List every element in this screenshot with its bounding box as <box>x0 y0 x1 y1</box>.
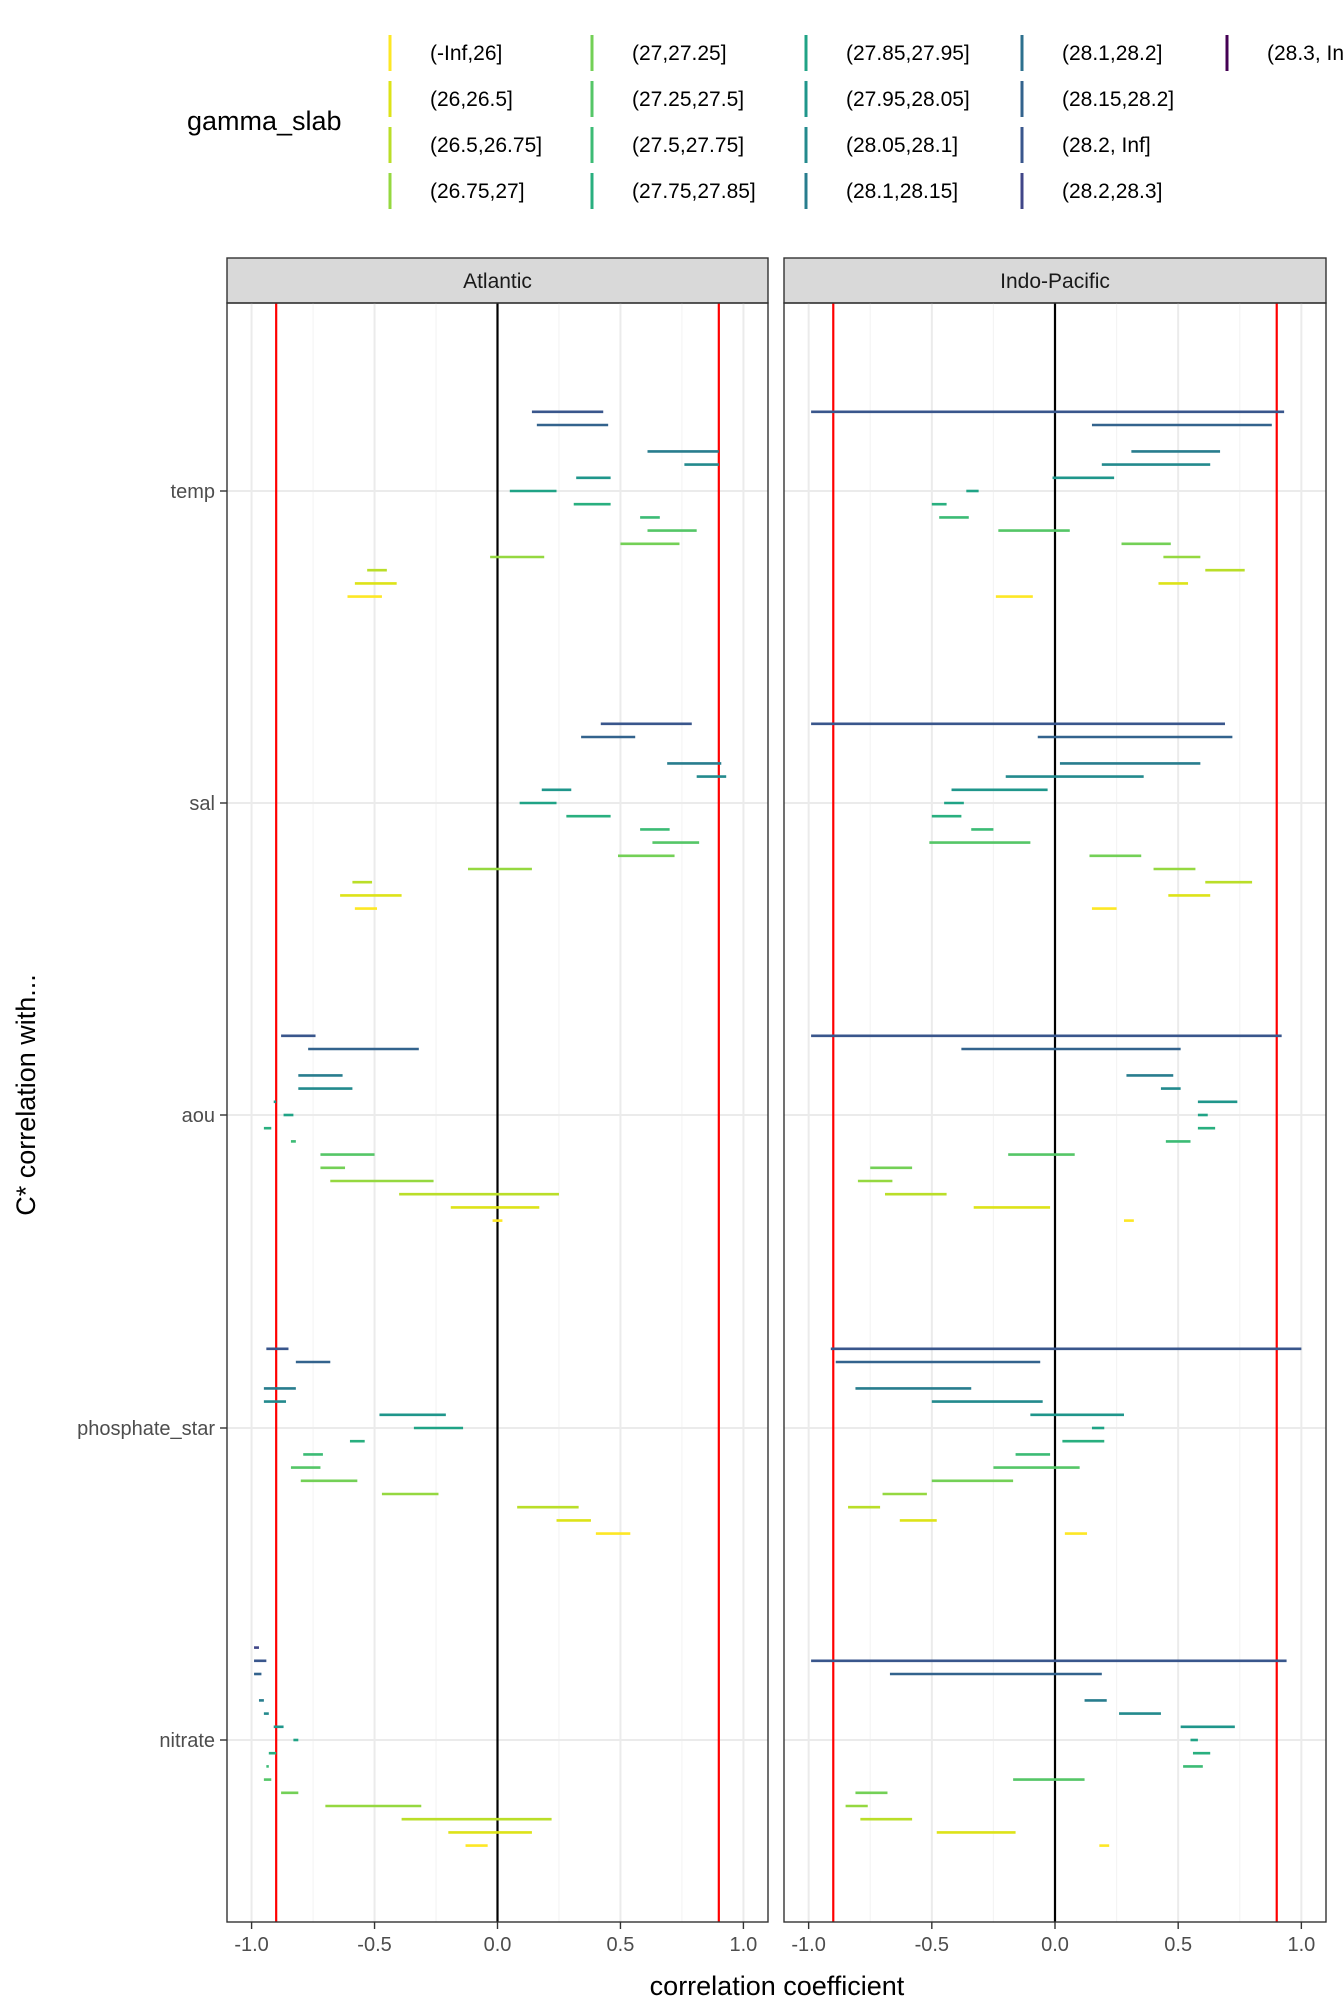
facet-strip <box>783 257 1327 304</box>
legend-label: (26.5,26.75] <box>430 134 542 157</box>
x-tick-label: 0.5 <box>607 1934 635 1956</box>
y-axis-title: C* correlation with... <box>11 974 41 1216</box>
legend-label: (-Inf,26] <box>430 42 502 65</box>
panel-atlantic: Atlantic -1.0 -0.5 0.0 0.5 1.0 temp sal aou phosp… <box>77 257 769 1956</box>
legend-label: (28.05,28.1] <box>846 134 958 157</box>
x-tick-label: 1.0 <box>730 1934 758 1956</box>
legend-label: (28.2, Inf] <box>1062 134 1151 157</box>
y-tick-label: nitrate <box>159 1730 215 1752</box>
legend-label: (27.25,27.5] <box>632 88 744 111</box>
legend-label: (28.1,28.2] <box>1062 42 1162 65</box>
legend-label: (26,26.5] <box>430 88 513 111</box>
panel-indo-pacific: Indo-Pacific -1.0 -0.5 0.0 0.5 1.0 <box>783 257 1327 1956</box>
legend-label: (28.1,28.15] <box>846 180 958 203</box>
facet-strip <box>226 257 769 304</box>
x-tick-label: -0.5 <box>357 1934 391 1956</box>
y-tick-label: temp <box>171 481 215 503</box>
y-tick-label: phosphate_star <box>77 1418 215 1440</box>
legend-label: (27.85,27.95] <box>846 42 970 65</box>
facet-title: Atlantic <box>463 270 532 293</box>
legend-label: (28.3, Inf] <box>1267 42 1344 65</box>
x-tick-label: -1.0 <box>234 1934 268 1956</box>
legend-label: (27.5,27.75] <box>632 134 744 157</box>
legend-title: gamma_slab <box>187 106 342 136</box>
y-tick-label: sal <box>189 793 215 815</box>
legend-label: (27.75,27.85] <box>632 180 756 203</box>
legend: gamma_slab (-Inf,26] (26,26.5] (26.5,26.75… <box>187 35 1344 209</box>
y-tick-label: aou <box>182 1105 215 1127</box>
legend-label: (28.2,28.3] <box>1062 180 1162 203</box>
x-axis-title: correlation coefficient <box>650 1971 905 2001</box>
x-tick-label: 0.5 <box>1164 1934 1192 1956</box>
legend-label: (27.95,28.05] <box>846 88 970 111</box>
x-tick-label: -1.0 <box>791 1934 825 1956</box>
legend-label: (26.75,27] <box>430 180 525 203</box>
x-tick-label: 0.0 <box>484 1934 512 1956</box>
facet-title: Indo-Pacific <box>1000 270 1110 293</box>
x-tick-label: 0.0 <box>1041 1934 1069 1956</box>
legend-label: (27,27.25] <box>632 42 727 65</box>
x-tick-label: 1.0 <box>1287 1934 1315 1956</box>
legend-label: (28.15,28.2] <box>1062 88 1174 111</box>
x-tick-label: -0.5 <box>915 1934 949 1956</box>
